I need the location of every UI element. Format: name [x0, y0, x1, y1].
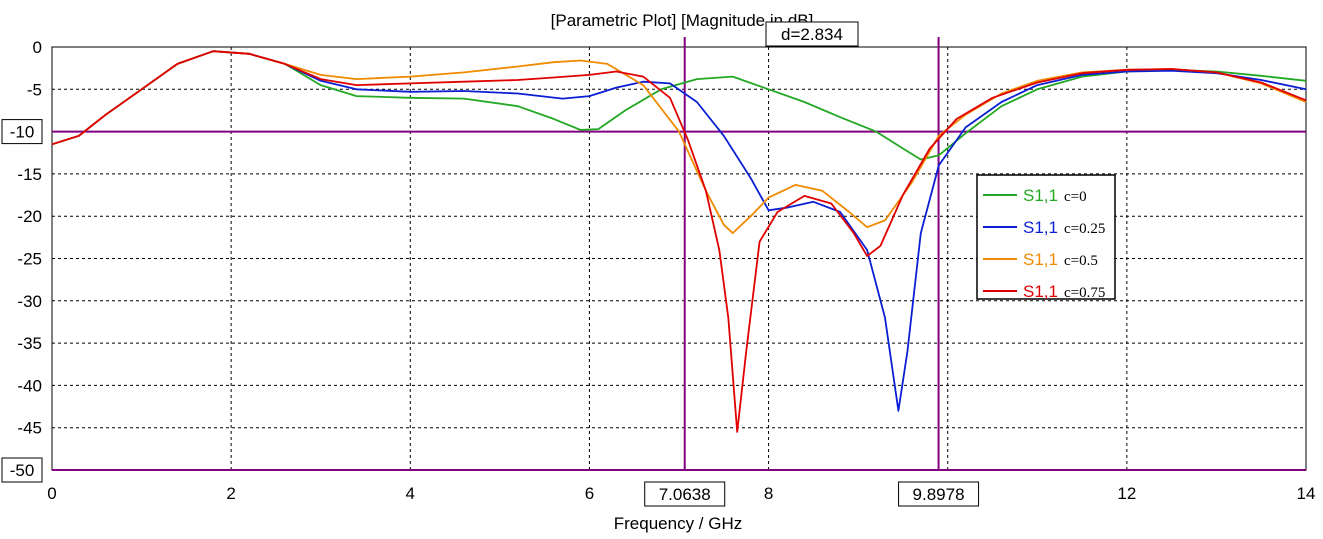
y-tick-label: -5	[27, 80, 42, 99]
series-line-c-0-5	[51, 50, 1307, 234]
x-tick-label: 6	[585, 484, 594, 503]
y-tick-label: -15	[17, 165, 42, 184]
x-tick-label: 0	[47, 484, 56, 503]
x-tick-label: 14	[1297, 484, 1316, 503]
series-line-c-0	[51, 50, 1307, 161]
legend-item: S1,1 c=0.75	[983, 282, 1105, 301]
legend-series-name: S1,1	[1023, 250, 1058, 269]
legend-series-param: c=0.75	[1064, 285, 1105, 301]
chart-title: [Parametric Plot] [Magnitude in dB]	[551, 11, 814, 30]
horizontal-marker-label-text: -50	[10, 461, 35, 480]
y-axis-ticks: 0 -5 -15 -20 -25 -30 -35 -40 -45	[17, 38, 42, 438]
legend-item: S1,1 c=0	[983, 186, 1087, 205]
y-tick-label: -20	[17, 207, 42, 226]
series-line-c-0-25	[51, 50, 1307, 412]
vertical-marker-label: 7.0638	[644, 481, 726, 507]
y-tick-label: -40	[17, 376, 42, 395]
delta-label-text: d=2.834	[781, 25, 843, 44]
grid	[52, 47, 1306, 470]
y-tick-label: -25	[17, 250, 42, 269]
vertical-marker-label-box	[898, 481, 980, 507]
vertical-marker-label: 9.8978	[898, 481, 980, 507]
x-tick-label: 4	[406, 484, 415, 503]
markers	[52, 37, 1306, 471]
legend[interactable]: S1,1 c=0 S1,1 c=0.25 S1,1 c=0.5 S1,1 c=0.75	[976, 174, 1116, 301]
legend-series-name: S1,1	[1023, 282, 1058, 301]
x-tick-label: 2	[226, 484, 235, 503]
horizontal-marker-label-text: -10	[10, 123, 35, 142]
marker-labels: 7.0638 9.8978-10-50d=2.834	[1, 21, 980, 507]
x-axis-ticks: 0 2 4 6 8 12 14	[47, 484, 1315, 503]
y-tick-label: -45	[17, 419, 42, 438]
horizontal-marker-label: -10	[1, 119, 43, 145]
y-tick-label: -30	[17, 292, 42, 311]
legend-series-name: S1,1	[1023, 218, 1058, 237]
vertical-marker-label-text: 9.8978	[913, 485, 965, 504]
x-axis-label: Frequency / GHz	[614, 514, 743, 533]
series-line-c-0-75	[51, 50, 1307, 433]
y-tick-label: -35	[17, 334, 42, 353]
horizontal-marker-label-box	[1, 119, 43, 145]
vertical-marker-label-box	[644, 481, 726, 507]
legend-item: S1,1 c=0.5	[983, 250, 1098, 269]
legend-series-name: S1,1	[1023, 186, 1058, 205]
horizontal-marker-label: -50	[1, 457, 43, 483]
delta-label-box	[765, 21, 859, 47]
horizontal-marker-label-box	[1, 457, 43, 483]
legend-series-param: c=0	[1064, 189, 1087, 205]
y-tick-label: 0	[33, 38, 42, 57]
series-lines	[51, 50, 1307, 433]
x-tick-label: 12	[1117, 484, 1136, 503]
delta-label: d=2.834	[765, 21, 859, 47]
legend-item: S1,1 c=0.25	[983, 218, 1105, 237]
vertical-marker-label-text: 7.0638	[659, 485, 711, 504]
legend-series-param: c=0.25	[1064, 221, 1105, 237]
legend-series-param: c=0.5	[1064, 253, 1098, 269]
x-tick-label: 8	[764, 484, 773, 503]
